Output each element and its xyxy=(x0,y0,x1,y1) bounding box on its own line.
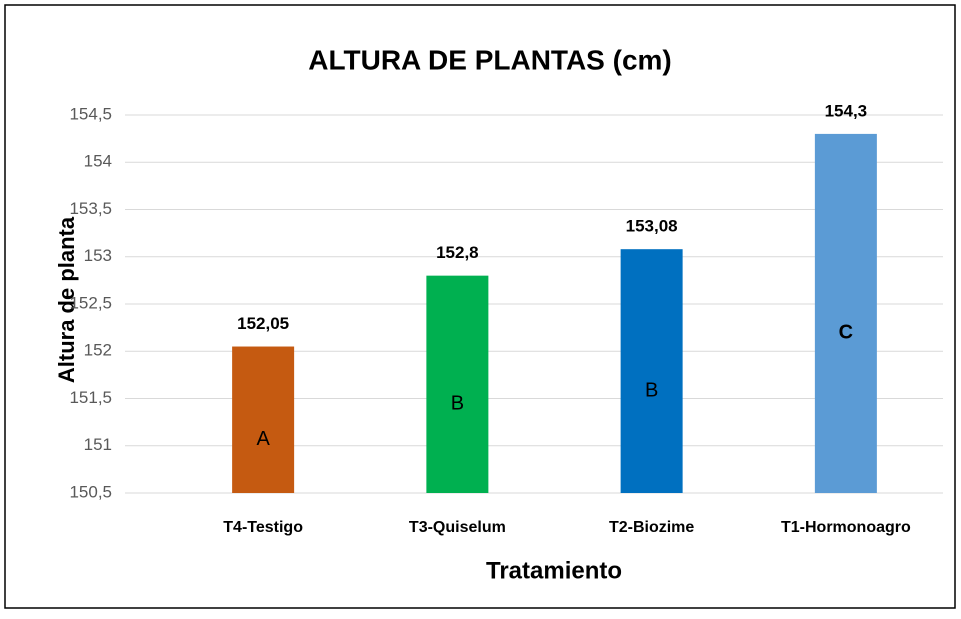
x-tick-label: T4-Testigo xyxy=(223,519,303,536)
x-tick-label: T1-Hormonoagro xyxy=(781,519,911,536)
group-letter: B xyxy=(451,393,464,415)
y-tick-label: 154,5 xyxy=(69,104,112,123)
y-tick-label: 152,5 xyxy=(69,293,112,312)
y-tick-label: 150,5 xyxy=(69,482,112,501)
group-letter: B xyxy=(645,379,658,401)
y-tick-label: 154 xyxy=(84,152,112,171)
value-label: 153,08 xyxy=(626,217,678,236)
bar xyxy=(814,133,877,493)
y-tick-label: 151,5 xyxy=(69,388,112,407)
x-tick-label: T2-Biozime xyxy=(609,519,694,536)
y-tick-label: 151 xyxy=(84,435,112,454)
group-letter: C xyxy=(839,322,853,344)
bar xyxy=(620,249,683,493)
y-tick-label: 153,5 xyxy=(69,199,112,218)
y-tick-label: 153 xyxy=(84,246,112,265)
value-label: 154,3 xyxy=(825,101,868,120)
chart-title: ALTURA DE PLANTAS (cm) xyxy=(308,44,671,75)
value-label: 152,8 xyxy=(436,243,479,262)
y-axis-label: Altura de planta xyxy=(54,216,79,383)
group-letter: A xyxy=(256,428,270,450)
y-tick-label: 152 xyxy=(84,341,112,360)
x-axis-label: Tratamiento xyxy=(486,557,622,584)
x-tick-label: T3-Quiselum xyxy=(409,519,506,536)
bar xyxy=(426,275,489,493)
value-label: 152,05 xyxy=(237,314,289,333)
bar xyxy=(232,346,295,493)
